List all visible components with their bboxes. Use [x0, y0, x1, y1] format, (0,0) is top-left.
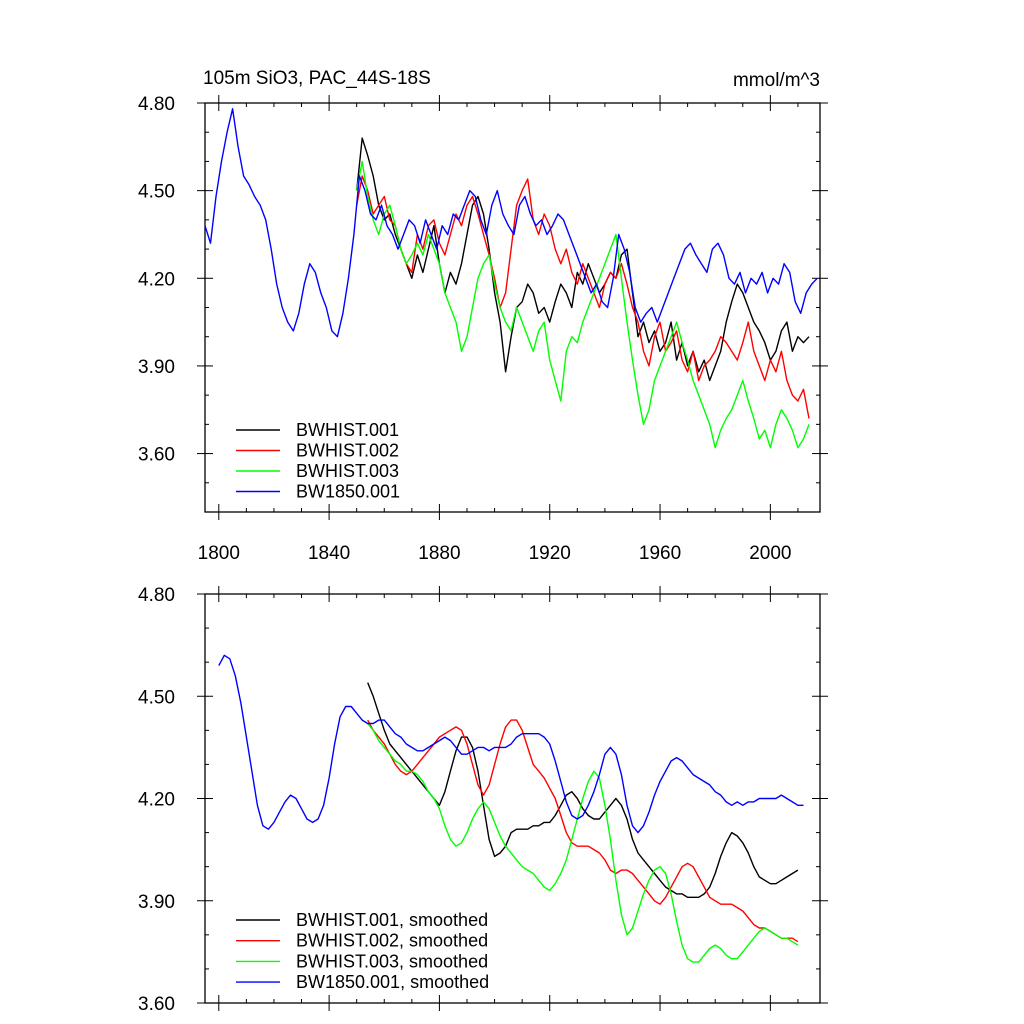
bottom-plot-panel: 4.80 4.50 4.20 3.90 3.60 BWHIST.001, smoothed… — [138, 585, 828, 1015]
x-tick-label: 1880 — [418, 543, 460, 564]
series-line-bwhist-003 — [356, 160, 810, 449]
y-tick-label: 3.60 — [138, 445, 175, 466]
legend-label: BWHIST.003, smoothed — [296, 951, 488, 971]
y-tick-label: 3.90 — [138, 357, 175, 378]
x-tick-label: 1960 — [639, 543, 681, 564]
x-tick-label: 1800 — [198, 543, 240, 564]
x-tick-label: 1920 — [529, 543, 571, 564]
series-line-bwhist-001 — [356, 137, 810, 382]
y-tick-label: 4.50 — [138, 687, 175, 708]
y-tick-label: 3.60 — [138, 994, 175, 1015]
legend-label: BW1850.001, smoothed — [296, 972, 489, 992]
series-line-bwhist-001-smoothed — [367, 682, 799, 898]
series-line-bwhist-002-smoothed — [367, 719, 799, 943]
top-plot-panel: 105m SiO3, PAC_44S-18S mmol/m^3 1800 1840… — [138, 68, 828, 564]
y-tick-label: 3.90 — [138, 892, 175, 913]
series-line-bw1850-001 — [204, 108, 818, 338]
legend-label: BWHIST.001, smoothed — [296, 910, 488, 930]
y-tick-label: 4.20 — [138, 790, 175, 811]
series-line-bwhist-003-smoothed — [367, 723, 799, 963]
units-label: mmol/m^3 — [733, 70, 820, 91]
legend-label: BW1850.001 — [296, 482, 400, 502]
legend-label: BWHIST.002 — [296, 441, 399, 461]
x-tick-label: 1840 — [308, 543, 350, 564]
legend-label: BWHIST.003 — [296, 461, 399, 481]
x-tick-label: 2000 — [749, 543, 791, 564]
y-tick-label: 4.80 — [138, 585, 175, 606]
series-line-bwhist-002 — [356, 175, 810, 419]
y-tick-label: 4.20 — [138, 269, 175, 290]
chart-title: 105m SiO3, PAC_44S-18S — [203, 68, 431, 89]
legend-label: BWHIST.001 — [296, 420, 399, 440]
y-tick-label: 4.80 — [138, 94, 175, 115]
series-line-bw1850-001-smoothed — [218, 654, 804, 834]
legend-label: BWHIST.002, smoothed — [296, 931, 488, 951]
y-tick-label: 4.50 — [138, 182, 175, 203]
